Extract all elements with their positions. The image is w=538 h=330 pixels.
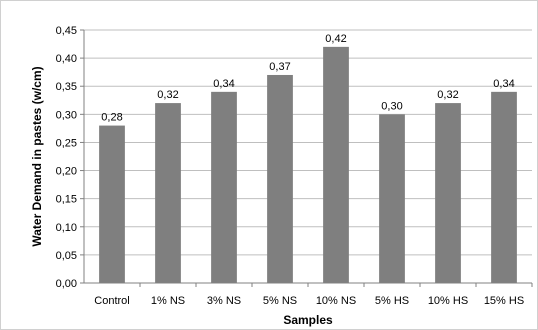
bar-7 [491, 91, 517, 283]
y-tick-label-9: 0,45 [56, 25, 77, 37]
x-tick-label-7: 15% HS [484, 295, 524, 307]
bar-5 [379, 114, 405, 283]
y-tick-label-1: 0,05 [56, 250, 77, 262]
y-tick-label-5: 0,25 [56, 137, 77, 149]
bar-4 [323, 46, 349, 283]
data-label-2: 0,34 [213, 78, 234, 90]
x-tick-label-5: 5% HS [375, 295, 409, 307]
y-axis-ticks: 0,00 0,05 0,10 0,15 0,20 0,25 0,30 0,35 0,40 0,45 [56, 25, 84, 290]
x-axis-title: Samples [283, 313, 333, 327]
y-tick-label-3: 0,15 [56, 194, 77, 206]
data-label-0: 0,28 [101, 112, 122, 124]
y-tick-label-0: 0,00 [56, 278, 77, 290]
x-tick-label-6: 10% HS [428, 295, 468, 307]
x-tick-label-0: Control [94, 295, 129, 307]
data-label-3: 0,37 [269, 61, 290, 73]
y-tick-label-8: 0,40 [56, 53, 77, 65]
x-tick-label-3: 5% NS [263, 295, 297, 307]
y-tick-label-2: 0,10 [56, 222, 77, 234]
bar-0 [99, 125, 125, 283]
y-tick-label-7: 0,35 [56, 81, 77, 93]
x-tick-label-4: 10% NS [316, 295, 356, 307]
data-labels: 0,28 0,32 0,34 0,37 0,42 0,30 0,32 0,34 [101, 33, 514, 124]
y-tick-label-4: 0,20 [56, 166, 77, 178]
bar-2 [211, 91, 237, 283]
x-axis-ticks: Control 1% NS 3% NS 5% NS 10% NS 5% HS 10% HS 1… [94, 283, 533, 307]
bars [99, 46, 517, 283]
bar-6 [435, 103, 461, 283]
y-tick-label-6: 0,30 [56, 109, 77, 121]
data-label-7: 0,34 [493, 78, 514, 90]
x-tick-label-2: 3% NS [207, 295, 241, 307]
data-label-4: 0,42 [325, 33, 346, 45]
y-axis-title: Water Demand in pastes (w/cm) [30, 66, 44, 246]
data-label-6: 0,32 [437, 89, 458, 101]
x-tick-label-1: 1% NS [151, 295, 185, 307]
data-label-5: 0,30 [381, 100, 402, 112]
bar-3 [267, 74, 293, 283]
gridlines [84, 29, 532, 256]
bar-1 [155, 103, 181, 283]
data-label-1: 0,32 [157, 89, 178, 101]
